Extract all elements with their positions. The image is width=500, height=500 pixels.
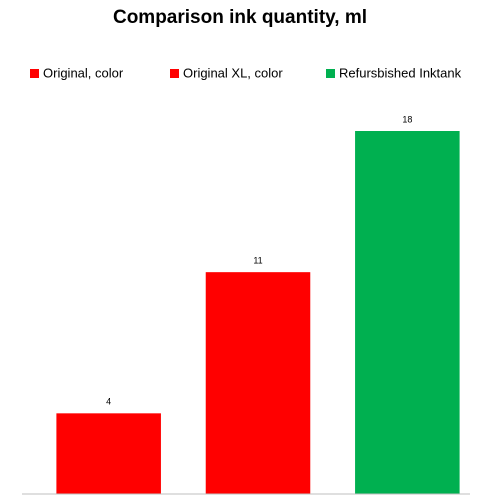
legend-label: Original XL, color [183,65,283,80]
value-label: 11 [253,256,262,266]
legend-swatch [30,69,39,78]
value-label: 4 [106,397,111,407]
legend-label: Refursbished Inktank [339,65,462,80]
chart-title: Comparison ink quantity, ml [113,7,367,28]
legend-swatch [326,69,335,78]
bar [205,272,311,494]
value-label: 18 [402,114,412,124]
bar [355,131,460,494]
bar [56,413,161,494]
legend-swatch [170,69,179,78]
legend-label: Original, color [43,65,124,80]
